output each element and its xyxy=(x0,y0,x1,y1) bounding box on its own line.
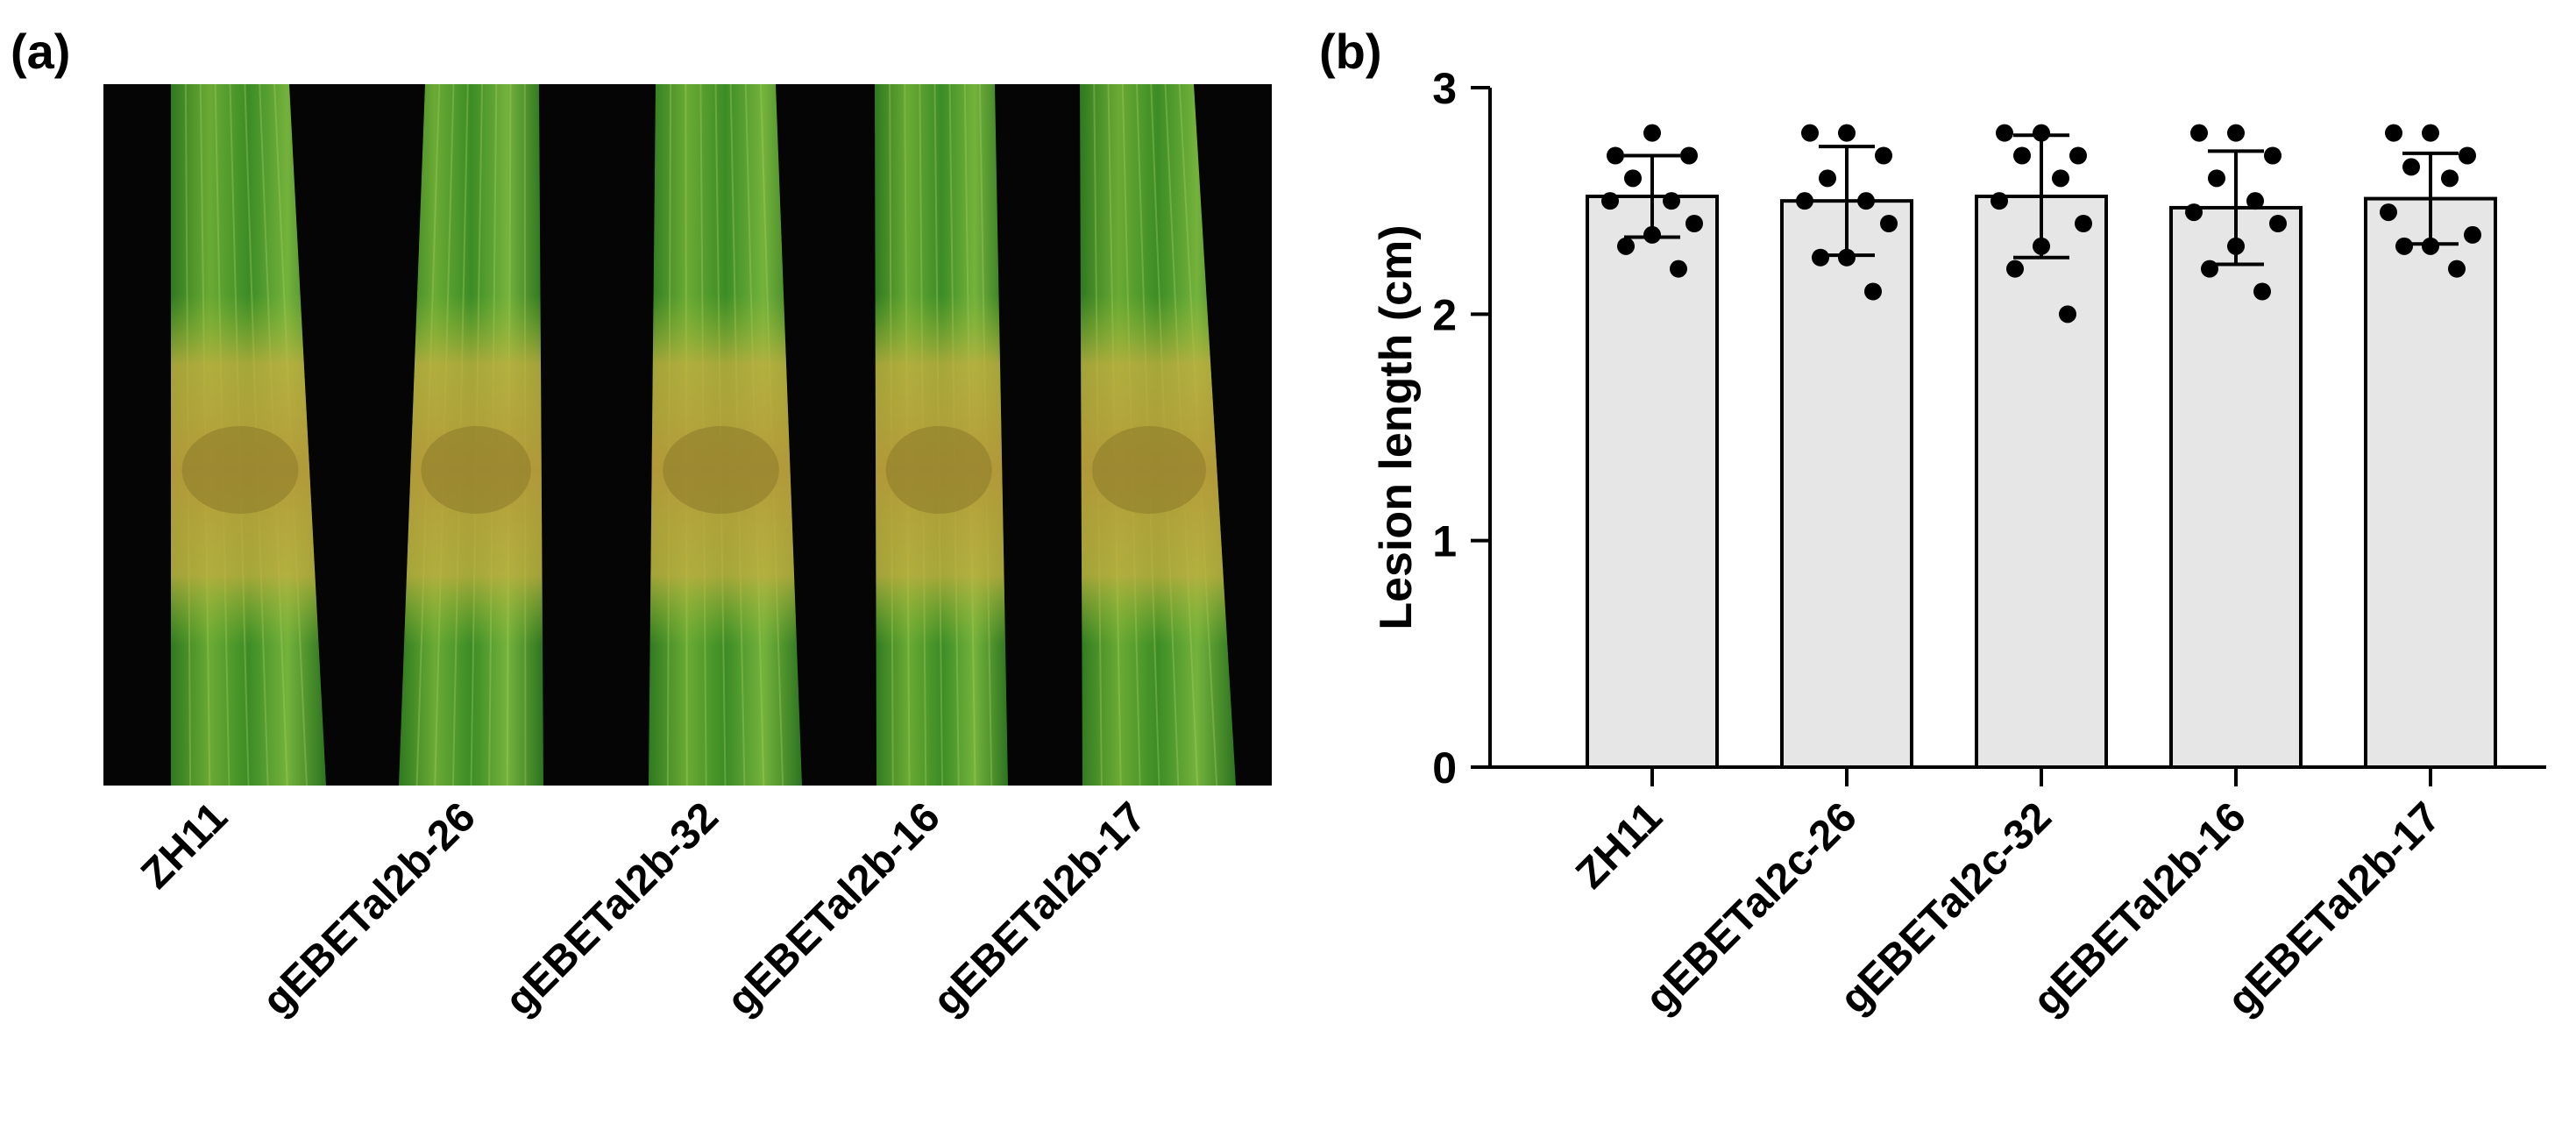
data-point-2-6 xyxy=(1796,192,1813,210)
data-point-2-10 xyxy=(1864,282,1882,301)
leaf-5 xyxy=(1080,83,1236,786)
data-point-1-6 xyxy=(1601,192,1619,210)
data-point-4-5 xyxy=(2246,192,2264,210)
leaf-4 xyxy=(875,83,1008,786)
data-point-5-2 xyxy=(2385,124,2402,142)
data-point-2-7 xyxy=(1880,215,1898,232)
data-point-3-9 xyxy=(2006,260,2024,278)
data-point-5-1 xyxy=(2422,124,2439,142)
data-point-1-5 xyxy=(1663,192,1680,210)
x-tick-label-3: gEBETal2c-32 xyxy=(1831,793,2060,1022)
leaf-label-1: ZH11 xyxy=(132,793,237,898)
data-point-3-7 xyxy=(2075,215,2092,232)
data-point-5-6 xyxy=(2380,203,2397,222)
data-point-1-4 xyxy=(1624,169,1642,188)
data-point-3-2 xyxy=(1996,124,2013,142)
x-tick-label-2: gEBETal2c-26 xyxy=(1636,793,1865,1022)
data-point-2-3 xyxy=(1875,146,1892,165)
data-point-1-10 xyxy=(1670,260,1687,278)
data-point-3-10 xyxy=(2059,305,2076,324)
data-point-4-10 xyxy=(2253,282,2271,301)
data-point-4-8 xyxy=(2227,237,2245,255)
data-point-4-9 xyxy=(2201,260,2218,278)
data-point-2-2 xyxy=(1801,124,1819,142)
y-tick-label-2: 2 xyxy=(1432,290,1457,339)
x-tick-label-5: gEBETal2b-17 xyxy=(2219,793,2450,1024)
bar-3 xyxy=(1975,195,2108,769)
leaf-1 xyxy=(171,83,326,786)
data-point-3-6 xyxy=(1991,192,2008,210)
data-point-2-4 xyxy=(1819,169,1836,188)
data-point-1-9 xyxy=(1617,237,1635,255)
leaf-label-2: gEBETal2b-26 xyxy=(254,793,485,1024)
leaf-photo xyxy=(103,83,1272,786)
leaf-labels: ZH11 gEBETal2b-26 gEBETal2b-32gEBETal2b-16… xyxy=(132,793,1155,1024)
y-tick-label-3: 3 xyxy=(1432,64,1457,113)
leaf-label-5: gEBETal2b-17 xyxy=(925,793,1155,1024)
data-point-2-8 xyxy=(1838,248,1856,267)
data-point-5-10 xyxy=(2448,260,2466,278)
data-point-1-2 xyxy=(1607,146,1624,165)
y-axis-label: Lesion length (cm) xyxy=(1371,224,1422,629)
data-point-5-3 xyxy=(2459,146,2476,165)
data-point-3-3 xyxy=(2069,146,2087,165)
data-point-3-5 xyxy=(2052,169,2069,188)
data-point-2-5 xyxy=(1857,192,1875,210)
data-point-5-4 xyxy=(2402,158,2420,176)
data-point-1-8 xyxy=(1643,225,1661,244)
data-point-4-6 xyxy=(2185,203,2203,222)
bar-4 xyxy=(2169,205,2303,769)
data-point-2-1 xyxy=(1838,124,1856,142)
leaf-label-3: gEBETal2b-32 xyxy=(497,793,727,1024)
panel-a-label: (a) xyxy=(11,24,70,79)
y-tick-label-1: 1 xyxy=(1432,517,1457,566)
data-point-4-3 xyxy=(2264,146,2281,165)
bar-2 xyxy=(1780,199,1913,769)
leaf-2 xyxy=(399,83,543,786)
data-point-2-9 xyxy=(1812,248,1829,267)
data-point-4-4 xyxy=(2208,169,2225,188)
data-point-1-7 xyxy=(1685,215,1703,232)
leaf-3 xyxy=(649,83,802,786)
data-point-4-7 xyxy=(2269,215,2287,232)
data-point-5-9 xyxy=(2395,237,2413,255)
data-point-5-5 xyxy=(2441,169,2459,188)
y-tick-label-0: 0 xyxy=(1432,743,1457,793)
data-point-4-1 xyxy=(2227,124,2245,142)
data-point-3-8 xyxy=(2033,237,2050,255)
panel-b-label: (b) xyxy=(1319,24,1382,79)
data-point-3-4 xyxy=(2013,146,2031,165)
x-tick-label-1: ZH11 xyxy=(1567,793,1671,898)
data-point-1-3 xyxy=(1680,146,1698,165)
data-point-4-2 xyxy=(2190,124,2208,142)
bar-1 xyxy=(1586,195,1719,769)
data-point-1-1 xyxy=(1643,124,1661,142)
data-point-5-7 xyxy=(2464,225,2481,244)
data-point-3-1 xyxy=(2033,124,2050,142)
bar-5 xyxy=(2364,196,2497,770)
data-point-5-8 xyxy=(2422,237,2439,255)
leaf-label-4: gEBETal2b-16 xyxy=(719,793,949,1024)
